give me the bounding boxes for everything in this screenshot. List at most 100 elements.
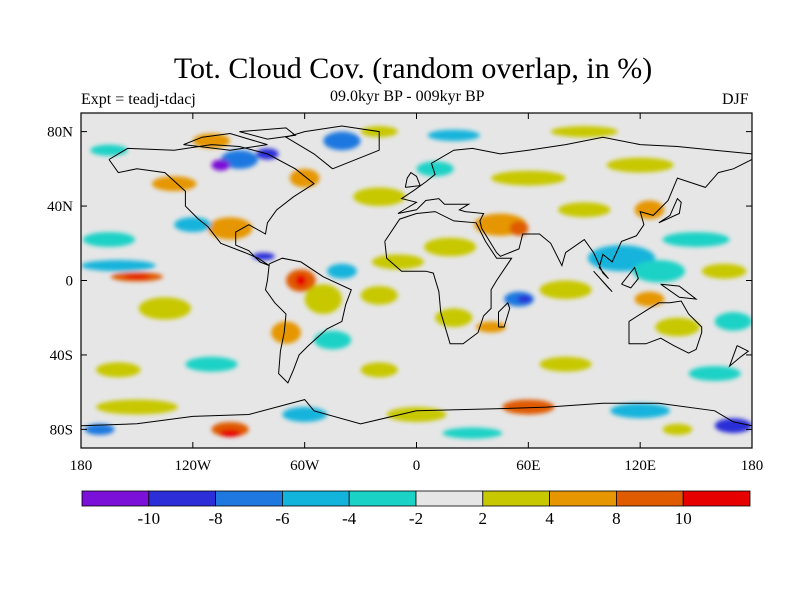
anomaly-patch [123, 274, 150, 280]
plot-title: Tot. Cloud Cov. (random overlap, in %) [173, 52, 653, 85]
anomaly-field [81, 113, 752, 448]
colorbar-label: 2 [479, 509, 488, 528]
anomaly-patch [632, 260, 685, 283]
anomaly-patch [558, 202, 611, 218]
lat-tick-label: 40S [50, 348, 73, 364]
anomaly-patch [539, 356, 592, 372]
anomaly-patch [427, 129, 480, 141]
anomaly-patch [517, 295, 533, 303]
coastline [628, 300, 703, 354]
colorbar-swatch [549, 490, 617, 507]
coastline [660, 283, 698, 300]
anomaly-patch [502, 399, 555, 415]
colorbar-swatch [148, 490, 217, 507]
coastline [384, 211, 513, 345]
colorbar-label: -2 [409, 509, 423, 528]
anomaly-patch [313, 330, 352, 350]
anomaly-patch [90, 144, 128, 156]
anomaly-patch [252, 252, 275, 261]
lon-tick-label: 60W [290, 458, 320, 474]
anomaly-patch [371, 254, 424, 270]
anomaly-patch [323, 131, 361, 151]
anomaly-patch [634, 291, 665, 307]
lat-tick-label: 0 [66, 274, 74, 290]
colorbar-swatch [281, 490, 350, 507]
coastline [397, 136, 752, 279]
colorbar-swatch [81, 490, 150, 507]
coastline [593, 270, 613, 293]
lon-tick-label: 60E [516, 458, 540, 474]
colorbar-label: 4 [545, 509, 554, 528]
anomaly-patch [211, 159, 231, 171]
coastline [728, 345, 750, 368]
coastline [183, 132, 268, 151]
season-label: DJF [722, 91, 749, 108]
anomaly-patch [662, 423, 693, 435]
colorbar-label: -10 [137, 509, 160, 528]
anomaly-patch [138, 297, 191, 320]
anomaly-patch [295, 274, 307, 287]
coastline [658, 197, 682, 224]
lon-tick-label: 180 [741, 458, 764, 474]
anomaly-patch [185, 356, 238, 372]
colorbar-swatch [348, 490, 417, 507]
colorbar-label: -6 [275, 509, 289, 528]
anomaly-patch [688, 366, 741, 381]
coastline [404, 171, 421, 188]
colorbar-label: 10 [675, 509, 692, 528]
colorbar-swatch [616, 490, 684, 507]
coastlines [81, 125, 752, 427]
anomaly-patch [95, 399, 178, 415]
anomaly-patch [327, 263, 357, 279]
anomaly-patch [81, 260, 156, 272]
anomaly-patch [82, 232, 136, 247]
coastline [108, 144, 315, 267]
anomaly-patch [289, 168, 320, 188]
anomaly-patch [509, 220, 529, 236]
anomaly-patch [423, 237, 477, 257]
anomaly-patch [282, 407, 328, 422]
anomaly-patch [550, 126, 618, 138]
anomaly-patch [634, 200, 665, 220]
colorbar-label: 8 [612, 509, 621, 528]
anomaly-patch [606, 157, 674, 173]
anomaly-patch [95, 362, 141, 378]
colorbar-label: -8 [209, 509, 223, 528]
anomaly-patch [84, 423, 115, 435]
anomaly-patch [220, 150, 259, 169]
anomaly-patch [207, 217, 253, 240]
experiment-label: Expt = teadj-tdacj [81, 91, 196, 108]
anomaly-patch [386, 407, 447, 422]
anomaly-patch [218, 429, 242, 437]
lon-tick-label: 0 [413, 458, 421, 474]
anomaly-patch [491, 170, 566, 186]
anomaly-patch [442, 427, 503, 439]
colorbar: -10 -8 -6 -4 -2 2 4 8 10 [81, 490, 751, 528]
period-label: 09.0kyr BP - 009kyr BP [330, 88, 485, 105]
colorbar-label: -4 [342, 509, 357, 528]
anomaly-patch [539, 280, 592, 300]
anomaly-patch [151, 176, 197, 192]
colorbar-swatch [215, 490, 283, 507]
anomaly-patch [435, 308, 473, 328]
anomaly-patch [610, 403, 670, 419]
anomaly-patch [662, 232, 730, 247]
coastline [284, 125, 380, 170]
anomaly-patch [714, 418, 752, 434]
anomaly-patch [360, 362, 398, 378]
coastline [264, 257, 352, 384]
coastline [81, 399, 752, 427]
anomaly-patch [701, 263, 747, 279]
coastline [239, 127, 297, 140]
anomaly-patch [714, 312, 752, 331]
anomaly-patch [174, 217, 212, 233]
anomaly-patch [416, 161, 454, 177]
axis-ticks: 180 120W 60W 0 60E 120E 180 80N 40N 0 40S 80S [47, 113, 763, 474]
lon-tick-label: 180 [70, 458, 93, 474]
anomaly-patch [360, 286, 398, 305]
lon-tick-label: 120W [174, 458, 212, 474]
colorbar-swatch [682, 490, 751, 507]
coastline [621, 266, 639, 289]
anomaly-patch [353, 187, 406, 207]
